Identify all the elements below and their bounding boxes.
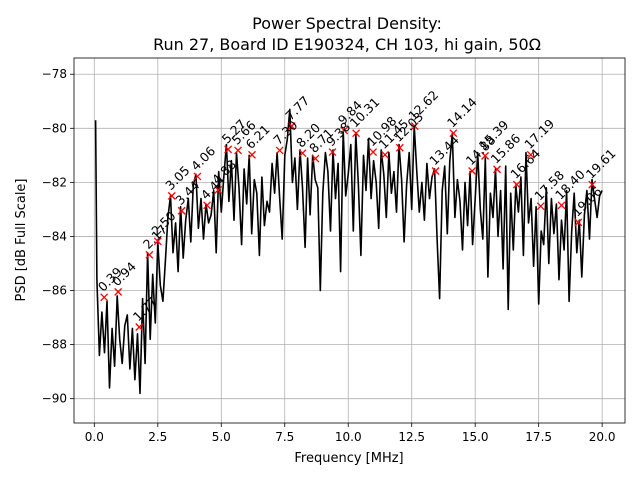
peak-marker xyxy=(526,150,535,159)
peak-label: 14.14 xyxy=(444,94,480,130)
peak-marker xyxy=(224,145,233,154)
x-tick-label: 10.0 xyxy=(335,430,362,444)
peak-marker xyxy=(145,250,154,259)
plot-frame xyxy=(73,57,626,424)
peak-marker xyxy=(153,237,162,246)
y-axis-label: PSD [dB Full Scale] xyxy=(14,178,29,301)
y-tick-label: −84 xyxy=(42,229,67,243)
x-tick-label: 5.0 xyxy=(212,430,231,444)
peak-marker xyxy=(177,206,186,215)
y-tick-label: −88 xyxy=(42,338,67,352)
peak-marker xyxy=(410,122,419,131)
peak-marker xyxy=(214,185,223,194)
y-tick-label: −86 xyxy=(42,284,67,298)
axis-ticks: 0.0 2.5 5.0 7.5 10.0 12.5 15.0 17.5 20.0 −90 −88 −8… xyxy=(42,67,616,444)
peak-marker xyxy=(449,129,458,138)
peak-markers xyxy=(100,122,597,331)
peak-marker xyxy=(167,191,176,200)
peak-marker xyxy=(340,126,349,135)
peak-marker xyxy=(493,165,501,174)
peak-marker xyxy=(248,150,256,159)
peak-label: 17.19 xyxy=(521,116,557,152)
peak-marker xyxy=(431,167,440,175)
y-tick-label: −90 xyxy=(42,392,67,406)
psd-series-line xyxy=(94,108,603,395)
peak-marker xyxy=(203,201,212,210)
peak-marker xyxy=(298,149,307,158)
y-tick-label: −80 xyxy=(42,121,67,135)
x-tick-label: 15.0 xyxy=(462,430,489,444)
x-tick-label: 12.5 xyxy=(398,430,425,444)
peak-label: 19.61 xyxy=(583,146,619,182)
peak-marker xyxy=(369,148,378,157)
peak-marker xyxy=(352,129,361,138)
series-layer xyxy=(94,108,603,395)
y-tick-label: −78 xyxy=(42,67,67,81)
x-tick-label: 17.5 xyxy=(525,430,552,444)
peak-marker xyxy=(512,180,521,189)
peak-marker xyxy=(574,218,583,227)
x-tick-label: 7.5 xyxy=(275,430,294,444)
peak-marker xyxy=(557,201,566,210)
peak-label: 13.44 xyxy=(426,132,462,168)
peak-marker xyxy=(536,202,545,211)
chart-title-line-1: Power Spectral Density: xyxy=(252,14,442,33)
peak-marker xyxy=(100,293,109,302)
peak-label: 7.77 xyxy=(282,93,312,123)
peak-label: 4.06 xyxy=(188,143,218,173)
peak-marker xyxy=(328,148,337,157)
x-tick-label: 20.0 xyxy=(589,430,616,444)
peak-marker xyxy=(311,154,320,163)
x-axis-label: Frequency [MHz] xyxy=(294,451,403,466)
x-tick-label: 2.5 xyxy=(148,430,167,444)
peak-marker xyxy=(381,150,390,159)
chart-title-line-2: Run 27, Board ID E190324, CH 103, hi gai… xyxy=(153,35,541,54)
peak-marker xyxy=(395,143,404,152)
peak-marker xyxy=(287,122,296,131)
peak-marker xyxy=(114,287,123,296)
y-tick-label: −82 xyxy=(42,175,67,189)
peak-marker xyxy=(468,167,477,175)
peak-marker xyxy=(234,146,242,155)
x-tick-label: 0.0 xyxy=(85,430,104,444)
peak-marker xyxy=(481,151,490,160)
peak-marker xyxy=(135,323,144,331)
peak-marker xyxy=(275,146,284,155)
peak-marker xyxy=(588,180,597,189)
peak-marker xyxy=(193,172,202,181)
